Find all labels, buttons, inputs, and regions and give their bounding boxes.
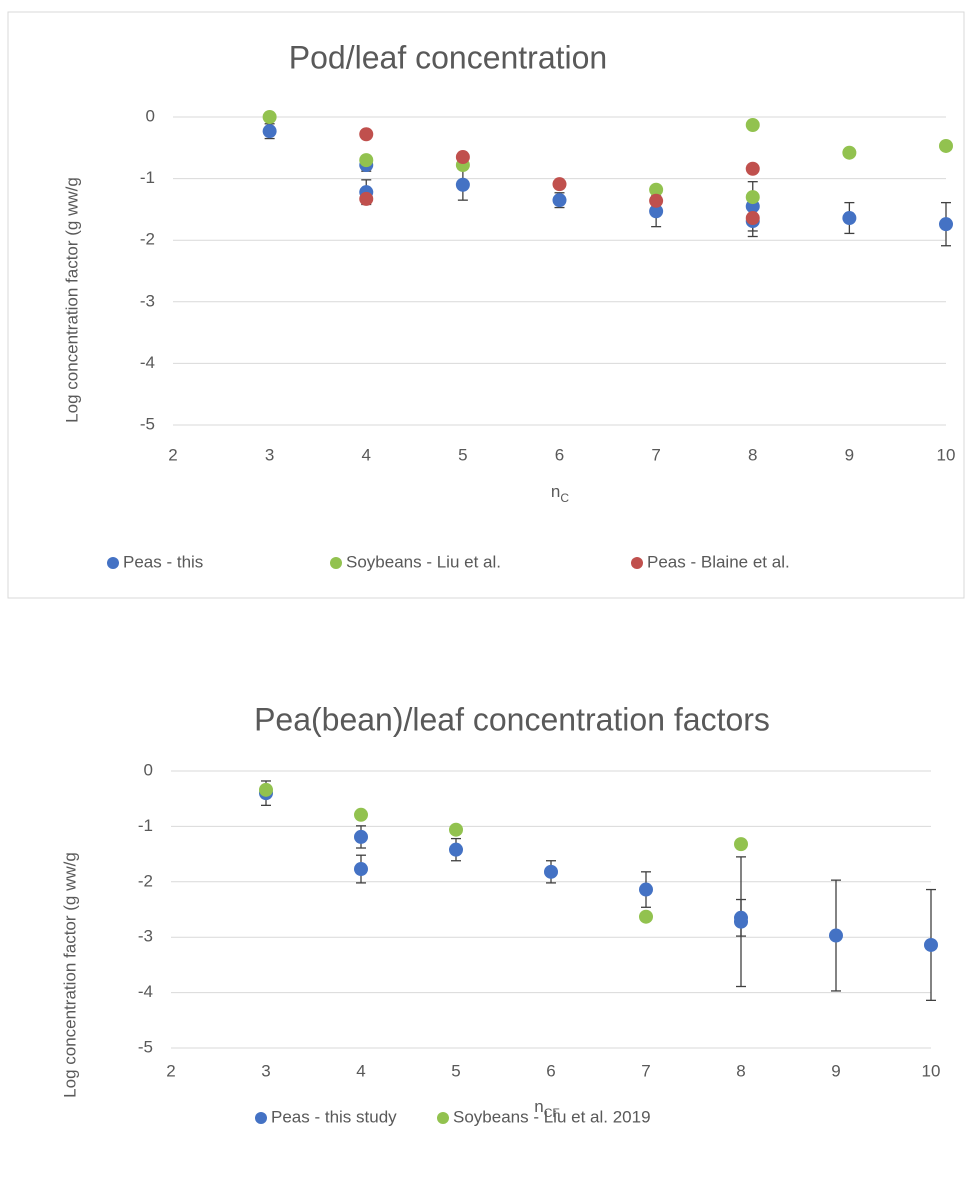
legend-label: Peas - this	[123, 552, 203, 571]
chart-title: Pod/leaf concentration	[289, 39, 607, 75]
point	[829, 928, 843, 943]
point	[449, 822, 463, 837]
y-tick-label: -3	[140, 291, 155, 310]
point	[449, 842, 463, 857]
point	[262, 110, 277, 124]
point	[359, 153, 374, 168]
x-tick-label: 3	[261, 1061, 270, 1080]
point	[552, 177, 567, 192]
y-tick-label: -5	[140, 414, 155, 433]
x-tick-label: 10	[922, 1061, 941, 1080]
point	[842, 211, 857, 226]
point	[354, 862, 368, 877]
point	[649, 182, 664, 197]
point	[544, 864, 558, 879]
point	[734, 914, 748, 929]
point	[939, 138, 953, 153]
legend-label: Soybeans - Liu et al. 2019	[453, 1107, 651, 1126]
y-tick-label: -4	[140, 353, 155, 372]
x-axis-label-sub: C	[560, 491, 569, 505]
legend-marker	[255, 1112, 267, 1124]
legend-marker	[107, 557, 119, 569]
y-tick-label: -1	[138, 816, 153, 835]
legend-label: Peas - Blaine et al.	[647, 552, 790, 571]
x-tick-label: 8	[736, 1061, 745, 1080]
y-tick-label: -3	[138, 927, 153, 946]
x-tick-label: 6	[555, 445, 564, 464]
x-tick-label: 9	[831, 1061, 840, 1080]
point	[639, 909, 653, 924]
x-tick-label: 5	[458, 445, 467, 464]
x-axis-label-main: n	[551, 482, 560, 501]
x-axis-label-main: n	[534, 1097, 543, 1116]
y-tick-label: -1	[140, 168, 155, 187]
point	[359, 127, 374, 142]
point	[354, 807, 368, 822]
point	[649, 193, 664, 208]
x-tick-label: 9	[845, 445, 854, 464]
point	[842, 145, 857, 160]
point	[455, 177, 470, 192]
legend-marker	[437, 1112, 449, 1124]
point	[354, 829, 368, 844]
x-tick-label: 2	[168, 445, 177, 464]
y-tick-label: -5	[138, 1037, 153, 1056]
x-tick-label: 3	[265, 445, 274, 464]
y-tick-label: 0	[144, 760, 153, 779]
point	[924, 937, 938, 952]
point	[745, 161, 760, 176]
y-tick-label: -4	[138, 982, 153, 1001]
x-axis-label-sub: CF	[544, 1106, 560, 1120]
y-axis-label: Log concentration factor (g ww/g	[62, 177, 81, 423]
x-tick-label: 7	[651, 445, 660, 464]
point	[359, 191, 374, 206]
x-tick-label: 7	[641, 1061, 650, 1080]
x-tick-label: 5	[451, 1061, 460, 1080]
point	[649, 204, 664, 219]
x-tick-label: 10	[937, 445, 956, 464]
x-tick-label: 2	[166, 1061, 175, 1080]
x-tick-label: 6	[546, 1061, 555, 1080]
legend-label: Peas - this study	[271, 1107, 397, 1126]
y-tick-label: 0	[146, 106, 155, 125]
x-tick-label: 4	[356, 1061, 365, 1080]
x-axis-label: nCF	[534, 1097, 559, 1120]
legend-label: Soybeans - Liu et al.	[346, 552, 501, 571]
x-axis-label: nC	[551, 482, 569, 505]
point	[745, 118, 760, 133]
legend-marker	[330, 557, 342, 569]
y-tick-label: -2	[138, 871, 153, 890]
point	[939, 217, 953, 232]
x-tick-label: 8	[748, 445, 757, 464]
point	[734, 837, 748, 852]
x-tick-label: 4	[362, 445, 371, 464]
point	[639, 882, 653, 897]
point	[455, 150, 470, 165]
point	[552, 193, 567, 208]
point	[745, 211, 760, 226]
legend-marker	[631, 557, 643, 569]
point	[259, 782, 273, 797]
y-axis-label: Log concentration factor (g ww/g	[60, 852, 79, 1098]
point	[745, 190, 760, 205]
chart-title: Pea(bean)/leaf concentration factors	[254, 701, 770, 737]
point	[262, 124, 277, 139]
y-tick-label: -2	[140, 230, 155, 249]
chart-border	[7, 11, 965, 599]
